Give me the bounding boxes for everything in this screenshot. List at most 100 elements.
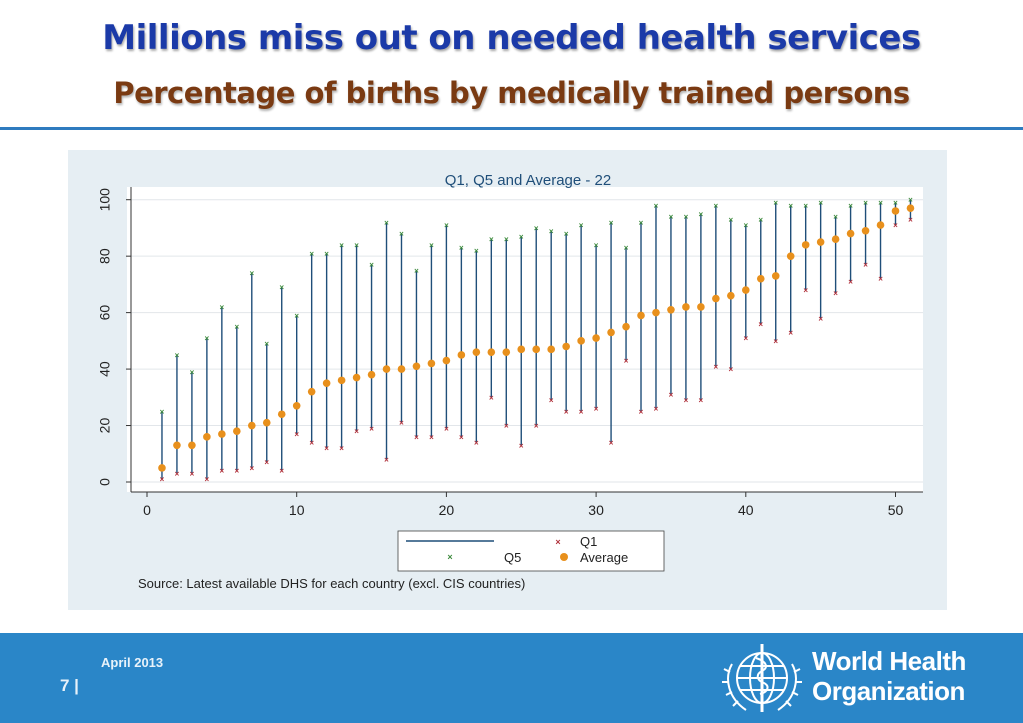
average-marker	[277, 410, 286, 419]
average-marker	[831, 235, 840, 244]
average-marker	[247, 421, 256, 430]
q5-marker: ×	[249, 269, 254, 278]
q5-marker: ×	[444, 221, 449, 230]
y-tick-label: 80	[97, 248, 113, 264]
q5-marker: ×	[564, 230, 569, 239]
average-marker	[352, 373, 361, 382]
q5-marker: ×	[534, 224, 539, 233]
q1-marker: ×	[294, 430, 299, 439]
average-marker	[607, 328, 615, 337]
average-marker	[547, 345, 555, 354]
x-tick-label: 40	[738, 502, 754, 518]
average-marker	[472, 348, 481, 356]
q1-marker: ×	[519, 441, 524, 450]
chart-source-note: Source: Latest available DHS for each co…	[138, 576, 525, 591]
slide-subtitle: Percentage of births by medically traine…	[113, 76, 910, 110]
q1-marker: ×	[818, 314, 823, 323]
q5-marker: ×	[878, 199, 883, 208]
q5-marker: ×	[594, 241, 599, 250]
average-marker	[502, 348, 511, 356]
q5-marker: ×	[399, 230, 404, 239]
average-marker	[532, 345, 541, 354]
q1-marker: ×	[504, 422, 509, 431]
q1-marker: ×	[249, 464, 254, 473]
legend-label-average: Average	[580, 550, 628, 565]
average-marker	[397, 365, 406, 373]
q1-marker: ×	[534, 422, 539, 431]
q5-marker: ×	[459, 244, 464, 253]
q5-marker: ×	[624, 244, 629, 253]
average-marker	[667, 305, 675, 314]
q1-marker: ×	[205, 475, 210, 484]
q1-marker: ×	[669, 390, 674, 399]
q5-marker: ×	[264, 340, 269, 349]
average-marker	[771, 272, 780, 280]
q1-marker: ×	[579, 407, 584, 416]
q1-marker: ×	[564, 407, 569, 416]
average-marker	[906, 204, 915, 212]
average-marker	[173, 441, 181, 450]
q5-marker: ×	[654, 201, 659, 210]
organization-name-line1: World Health	[812, 646, 966, 676]
q5-marker: ×	[848, 201, 853, 210]
legend-average-marker	[560, 553, 568, 561]
q5-marker: ×	[549, 227, 554, 236]
q1-marker: ×	[474, 438, 479, 447]
x-tick-label: 10	[289, 502, 305, 518]
q5-marker: ×	[699, 210, 704, 219]
average-marker	[742, 286, 750, 294]
q5-marker: ×	[175, 351, 180, 360]
legend-box	[397, 530, 665, 572]
footer-bar	[0, 633, 1023, 723]
q1-marker: ×	[908, 215, 913, 224]
average-marker	[682, 303, 690, 311]
q1-marker: ×	[609, 438, 614, 447]
average-marker	[292, 401, 301, 410]
q5-marker: ×	[579, 221, 584, 230]
q5-marker: ×	[788, 201, 793, 210]
average-marker	[203, 433, 211, 441]
q5-marker: ×	[684, 213, 689, 222]
q1-marker: ×	[175, 470, 180, 479]
title-divider	[0, 127, 1023, 130]
average-marker	[592, 334, 600, 342]
y-tick-label: 100	[97, 188, 113, 212]
x-tick-label: 50	[888, 502, 904, 518]
q1-marker: ×	[654, 405, 659, 414]
q5-marker: ×	[728, 215, 733, 224]
page-number: 7 |	[60, 676, 79, 695]
q1-marker: ×	[399, 419, 404, 428]
q5-marker: ×	[833, 213, 838, 222]
average-marker	[861, 226, 870, 235]
average-marker	[816, 238, 825, 246]
average-marker	[727, 291, 735, 300]
q5-marker: ×	[714, 201, 719, 210]
q1-marker: ×	[339, 444, 344, 453]
q5-marker: ×	[190, 368, 195, 377]
average-marker	[367, 370, 376, 379]
average-marker	[756, 274, 765, 283]
y-tick-label: 20	[97, 418, 113, 434]
average-marker	[801, 241, 810, 249]
legend-label-q5: Q5	[504, 550, 521, 565]
q1-marker: ×	[893, 221, 898, 230]
average-marker	[218, 430, 226, 438]
average-marker	[652, 308, 660, 317]
average-marker	[233, 427, 241, 435]
average-marker	[158, 464, 166, 472]
q1-marker: ×	[624, 357, 629, 366]
average-marker	[307, 387, 316, 396]
q5-marker: ×	[803, 201, 808, 210]
q5-marker: ×	[220, 303, 225, 312]
q1-marker: ×	[549, 396, 554, 405]
q1-marker: ×	[489, 393, 494, 402]
q1-marker: ×	[279, 467, 284, 476]
average-marker	[487, 348, 496, 356]
q1-marker: ×	[234, 467, 239, 476]
q5-marker: ×	[639, 218, 644, 227]
q1-marker: ×	[220, 467, 225, 476]
q5-marker: ×	[863, 199, 868, 208]
average-marker	[637, 311, 645, 320]
average-marker	[697, 303, 705, 311]
q1-marker: ×	[699, 396, 704, 405]
